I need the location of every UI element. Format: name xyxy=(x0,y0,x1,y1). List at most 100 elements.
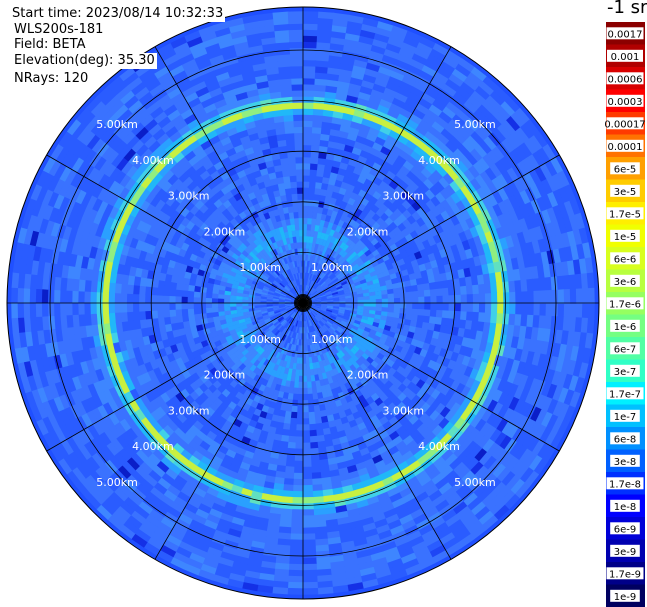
beta-cell xyxy=(350,338,358,346)
beta-cell xyxy=(303,59,317,67)
beta-cell xyxy=(180,507,196,520)
beta-cell xyxy=(324,312,332,317)
beta-cell xyxy=(173,474,188,487)
beta-cell xyxy=(113,121,128,137)
beta-cell xyxy=(47,234,57,250)
beta-cell xyxy=(340,331,348,338)
beta-cell xyxy=(381,307,389,313)
beta-cell xyxy=(280,258,286,266)
beta-cell xyxy=(123,358,133,371)
beta-cell xyxy=(338,528,353,538)
beta-cell xyxy=(423,463,437,476)
beta-cell xyxy=(100,90,117,106)
beta-cell xyxy=(221,341,230,349)
beta-cell xyxy=(504,358,515,372)
beta-cell xyxy=(175,546,192,559)
beta-cell xyxy=(303,138,313,146)
beta-cell xyxy=(289,545,303,553)
beta-cell xyxy=(287,575,303,583)
beta-cell xyxy=(117,232,128,245)
beta-cell xyxy=(258,280,266,286)
beta-cell xyxy=(150,302,158,311)
beta-cell xyxy=(215,523,230,535)
beta-cell xyxy=(311,311,317,317)
beta-cell xyxy=(452,445,466,459)
beta-cell xyxy=(309,181,317,189)
beta-cell xyxy=(231,316,239,322)
beta-cell xyxy=(194,508,210,520)
beta-cell xyxy=(331,333,338,340)
beta-cell xyxy=(408,481,423,493)
beta-cell xyxy=(318,341,323,349)
beta-cell xyxy=(284,298,292,301)
beta-cell xyxy=(258,331,266,338)
beta-cell xyxy=(415,398,426,410)
beta-cell xyxy=(526,436,540,453)
beta-cell xyxy=(269,325,276,332)
beta-cell xyxy=(432,456,446,469)
beta-cell xyxy=(259,257,267,265)
beta-cell xyxy=(210,155,222,166)
beta-cell xyxy=(91,324,100,337)
beta-cell xyxy=(469,479,484,494)
beta-cell xyxy=(166,266,175,276)
beta-cell xyxy=(306,381,312,389)
beta-cell xyxy=(516,337,526,351)
beta-cell xyxy=(55,146,70,164)
beta-cell xyxy=(237,333,246,340)
beta-cell xyxy=(295,320,299,327)
beta-cell xyxy=(103,271,112,283)
beta-cell xyxy=(163,103,178,117)
beta-cell xyxy=(427,322,436,332)
beta-cell xyxy=(297,345,301,352)
beta-cell xyxy=(99,159,112,174)
beta-cell xyxy=(32,372,44,390)
beta-cell xyxy=(320,476,332,485)
beta-cell xyxy=(91,269,100,282)
beta-cell xyxy=(94,368,105,382)
beta-cell xyxy=(183,271,192,279)
beta-cell xyxy=(213,420,224,431)
beta-cell xyxy=(278,296,286,300)
beta-cell xyxy=(447,425,459,438)
beta-cell xyxy=(272,11,289,20)
beta-cell xyxy=(177,513,193,526)
beta-cell xyxy=(411,308,419,316)
beta-cell xyxy=(438,364,448,376)
beta-cell xyxy=(184,150,197,162)
beta-cell xyxy=(152,366,163,378)
beta-cell xyxy=(391,497,406,509)
beta-cell xyxy=(68,338,78,353)
beta-cell xyxy=(97,391,109,406)
beta-cell xyxy=(96,291,103,303)
beta-cell xyxy=(460,470,475,485)
beta-cell xyxy=(180,107,195,120)
beta-cell xyxy=(86,180,99,196)
beta-cell xyxy=(280,319,286,325)
beta-cell xyxy=(325,445,335,454)
beta-cell xyxy=(116,263,125,275)
beta-cell xyxy=(439,406,451,419)
beta-cell xyxy=(297,400,303,407)
beta-cell xyxy=(315,315,321,322)
beta-cell xyxy=(289,380,295,388)
beta-cell xyxy=(58,423,72,440)
beta-cell xyxy=(428,316,437,325)
beta-cell xyxy=(275,550,290,559)
beta-cell xyxy=(376,491,390,502)
beta-cell xyxy=(140,211,151,224)
beta-cell xyxy=(159,391,171,404)
beta-cell xyxy=(79,230,90,245)
beta-cell xyxy=(336,328,343,334)
beta-cell xyxy=(420,529,437,542)
beta-cell xyxy=(388,492,403,504)
beta-cell xyxy=(578,362,589,380)
beta-cell xyxy=(317,440,326,449)
beta-cell xyxy=(494,323,503,335)
beta-cell xyxy=(311,138,321,146)
beta-cell xyxy=(518,374,529,389)
beta-cell xyxy=(329,334,336,342)
beta-cell xyxy=(371,434,383,445)
beta-cell xyxy=(283,354,289,362)
beta-cell xyxy=(220,480,234,491)
